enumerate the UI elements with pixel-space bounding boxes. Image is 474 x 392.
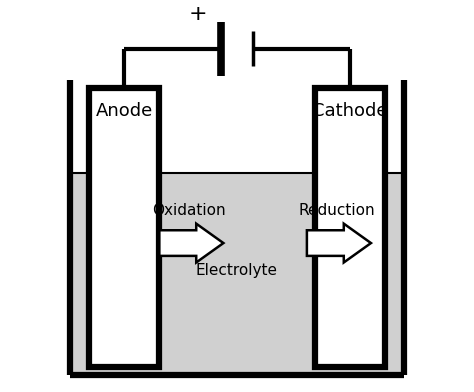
Text: Reduction: Reduction xyxy=(298,203,375,218)
Text: Anode: Anode xyxy=(96,102,153,120)
Bar xyxy=(70,173,404,375)
FancyArrow shape xyxy=(159,224,223,263)
Text: Oxidation: Oxidation xyxy=(152,203,226,218)
Text: Cathode: Cathode xyxy=(312,102,387,120)
Bar xyxy=(90,88,159,367)
Text: +: + xyxy=(189,4,208,24)
Text: Electrolyte: Electrolyte xyxy=(196,263,278,278)
Bar xyxy=(315,88,384,367)
FancyArrow shape xyxy=(307,224,371,263)
